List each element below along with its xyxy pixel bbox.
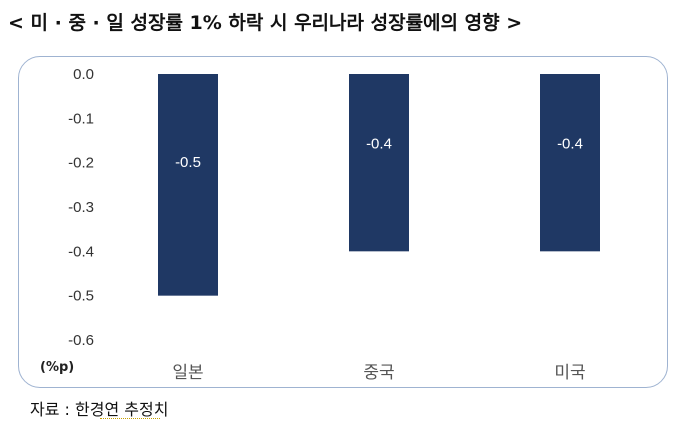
y-tick-label: -0.5 (68, 288, 94, 305)
data-label: -0.4 (366, 135, 392, 152)
x-tick-label: 미국 (554, 363, 585, 383)
x-tick-label: 일본 (172, 363, 203, 383)
y-tick-label: -0.2 (68, 155, 94, 172)
source-spell-underline (100, 418, 160, 419)
bars-group (158, 74, 600, 296)
y-tick-label: -0.3 (68, 199, 94, 216)
x-tick-label: 중국 (363, 363, 394, 383)
bar (540, 74, 600, 252)
y-tick-label: 0.0 (73, 66, 94, 83)
chart-title: < 미 · 중 · 일 성장률 1% 하락 시 우리나라 성장률에의 영향 > (8, 12, 523, 34)
y-tick-label: -0.4 (68, 243, 94, 260)
y-tick-label: -0.6 (68, 332, 94, 349)
data-labels-group: -0.5 -0.4 -0.4 (175, 135, 583, 171)
bar (158, 74, 218, 296)
source-note: 자료 : 한경연 추정치 (30, 400, 169, 419)
data-label: -0.5 (175, 154, 201, 171)
bar (349, 74, 409, 252)
data-label: -0.4 (557, 135, 583, 152)
chart-frame (18, 56, 668, 388)
y-tick-label: -0.1 (68, 110, 94, 127)
y-axis-unit: (%p) (40, 360, 74, 375)
y-axis: 0.0 -0.1 -0.2 -0.3 -0.4 -0.5 -0.6 (68, 66, 94, 349)
x-axis: 일본 중국 미국 (172, 363, 585, 383)
